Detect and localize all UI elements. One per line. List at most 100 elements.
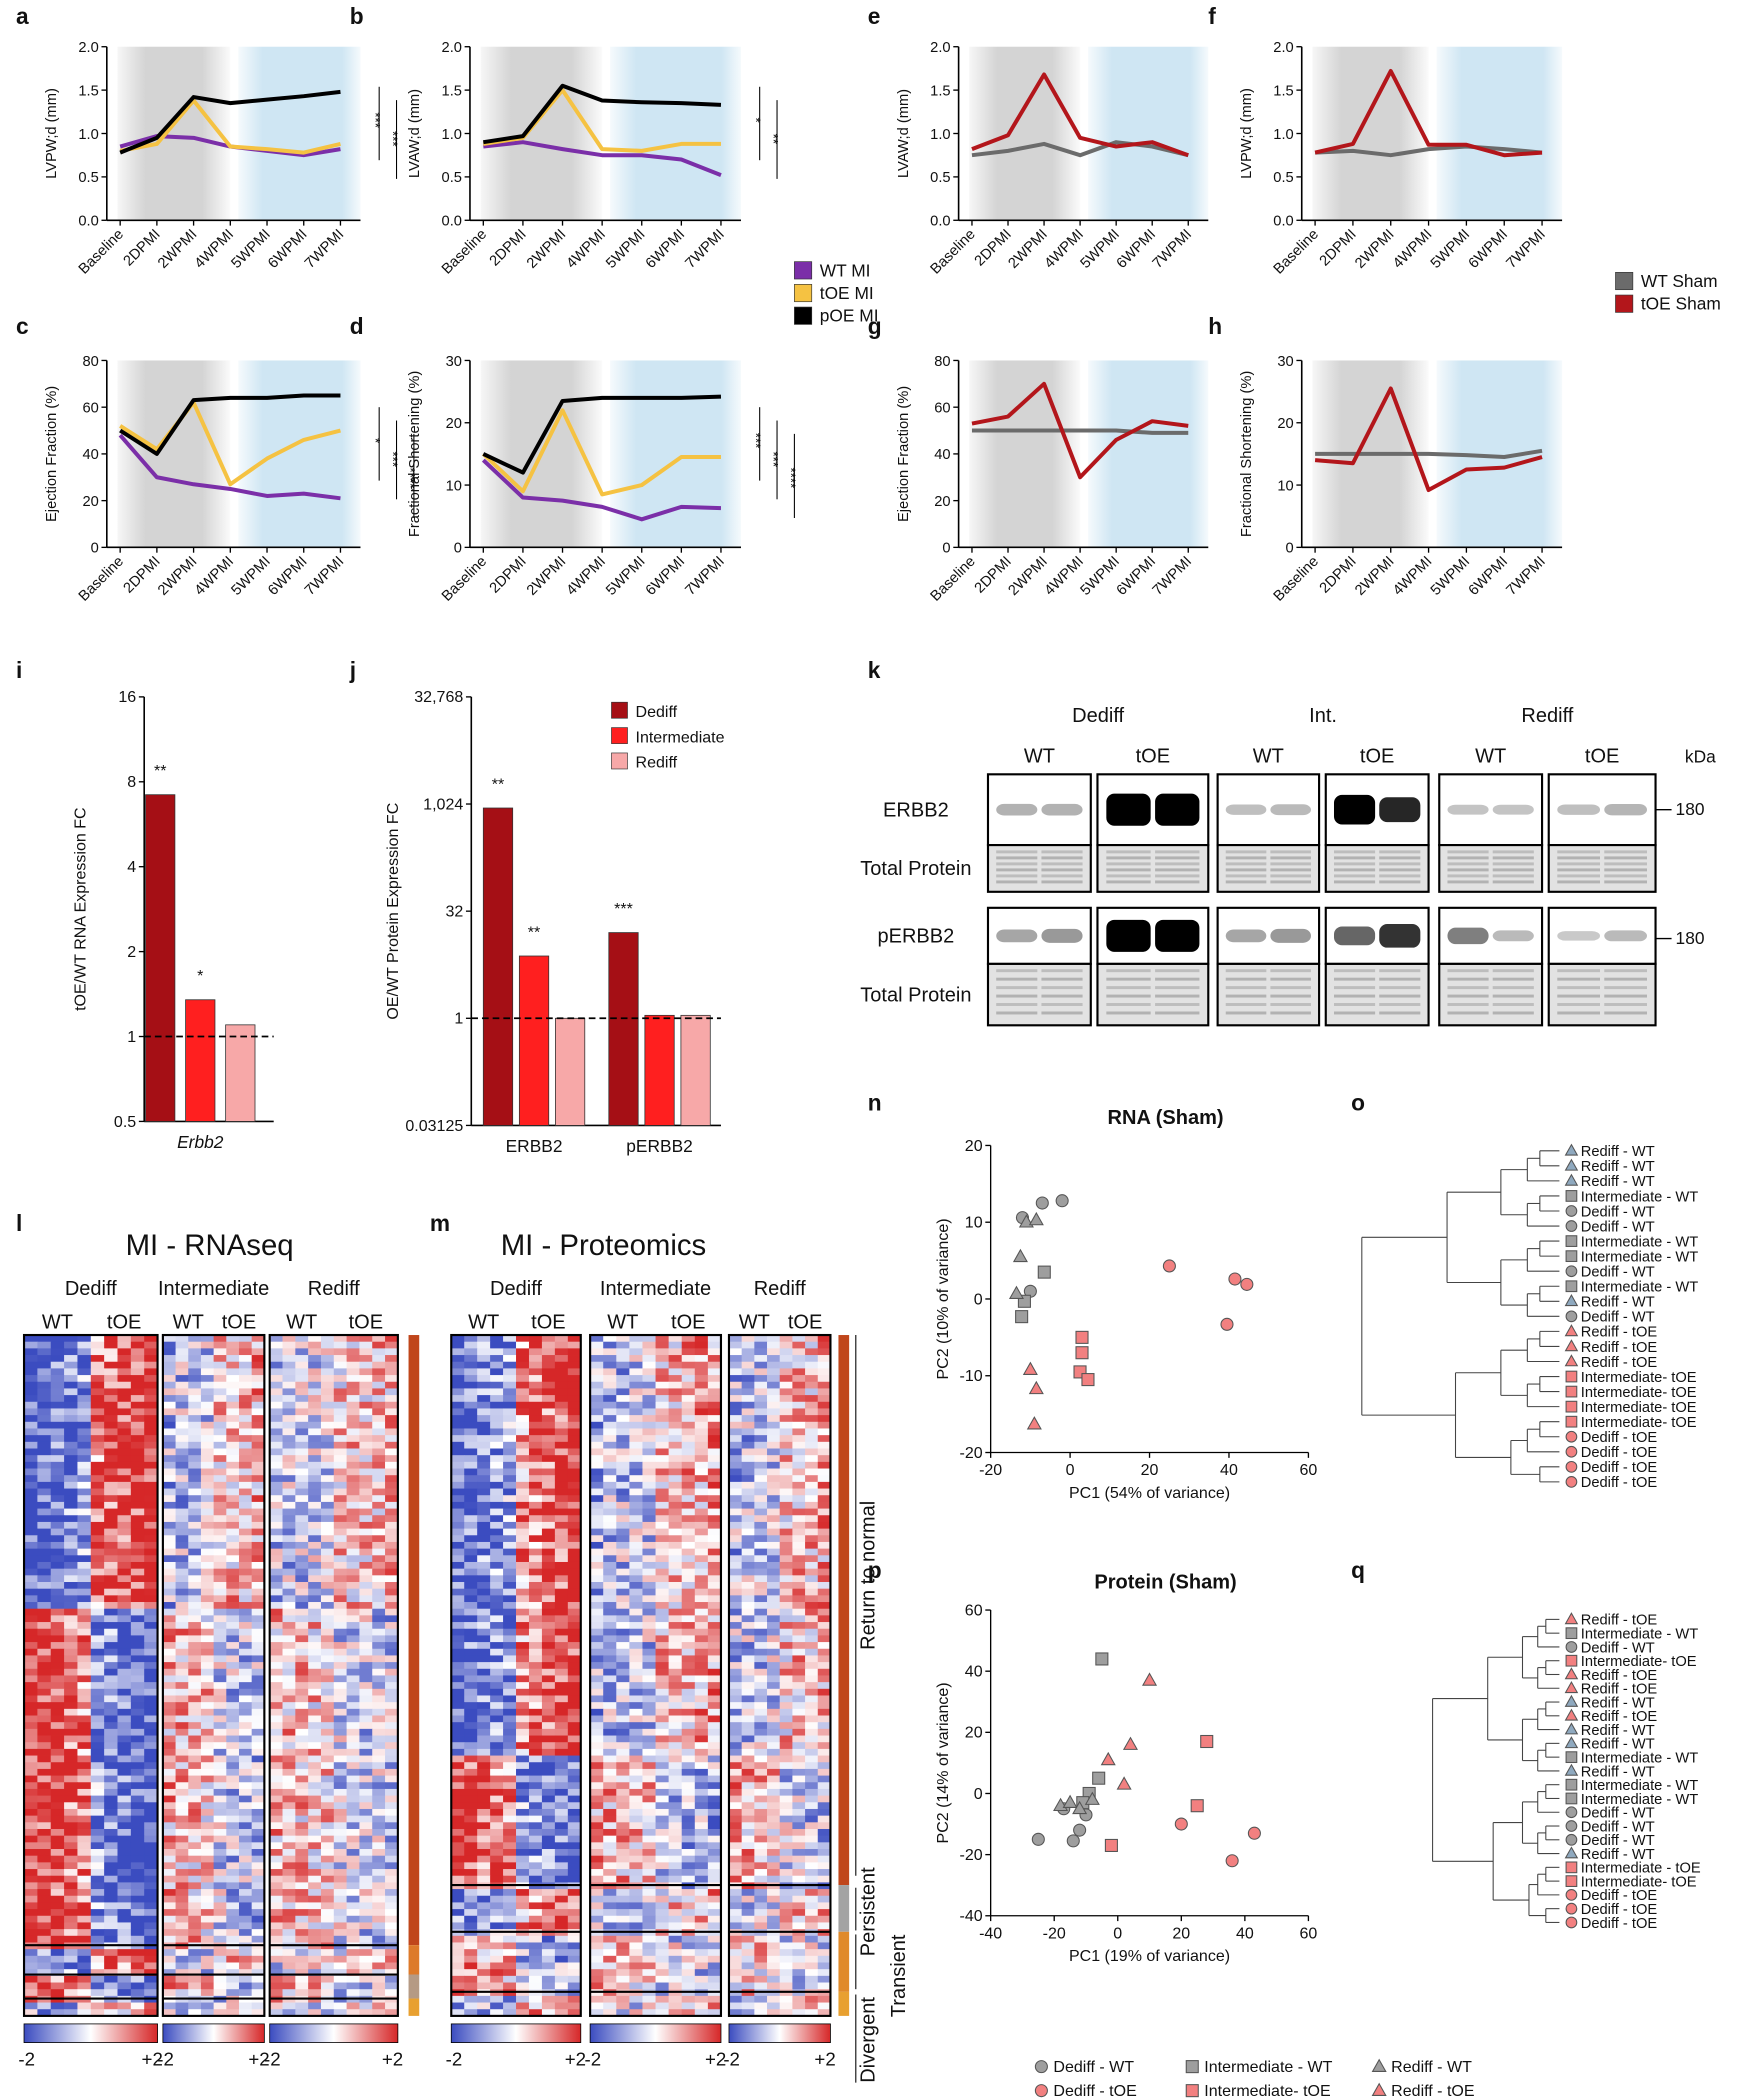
- heatmap-cell: [554, 1748, 569, 1756]
- heatmap-cell: [77, 1628, 92, 1636]
- heatmap-cell: [295, 1475, 309, 1483]
- heatmap-cell: [77, 1929, 92, 1937]
- heatmap-cell: [77, 1408, 92, 1416]
- heatmap-cell: [188, 1855, 202, 1863]
- heatmap-cell: [104, 1461, 118, 1469]
- legend-label: tOE Sham: [1641, 294, 1721, 314]
- heatmap-cell: [90, 1555, 105, 1563]
- blot-stripe: [1557, 856, 1601, 860]
- heatmap-cell: [188, 1401, 202, 1409]
- heatmap-cell: [346, 1401, 360, 1409]
- heatmap-cell: [603, 1435, 617, 1443]
- heatmap-cell: [554, 1441, 569, 1449]
- heatmap-cell: [372, 1742, 386, 1750]
- heatmap-cell: [295, 1849, 309, 1857]
- heatmap-cell: [251, 1682, 265, 1690]
- heatmap-cell: [541, 1889, 556, 1897]
- heatmap-cell: [238, 1962, 253, 1970]
- heatmap-cell: [50, 1381, 65, 1389]
- heatmap-cell: [629, 1468, 643, 1476]
- heatmap-cell: [503, 1688, 517, 1696]
- heatmap-cell: [372, 1909, 386, 1917]
- heatmap-cell: [694, 1415, 709, 1423]
- blot-stripe: [1447, 856, 1489, 860]
- heatmap-cell: [162, 1381, 176, 1389]
- heatmap-cell: [50, 1702, 65, 1710]
- heatmap-cell: [668, 1588, 683, 1596]
- heatmap-cell: [117, 1788, 132, 1797]
- heatmap-cell: [668, 1395, 683, 1403]
- heatmap-cell: [385, 1982, 399, 1990]
- heatmap-cell: [308, 1508, 322, 1516]
- heatmap-frame: [450, 1333, 582, 2017]
- heatmap-cell: [226, 1862, 240, 1870]
- heatmap-cell: [24, 1768, 38, 1776]
- heatmap-cell: [77, 1595, 92, 1603]
- scatter-point: [1026, 1416, 1042, 1430]
- heatmap-cell: [238, 1735, 253, 1743]
- y-tick-label: 0.5: [442, 170, 462, 186]
- heatmap-cell: [567, 1608, 582, 1616]
- heatmap-cell: [24, 1795, 38, 1803]
- heatmap-cell: [251, 1408, 265, 1416]
- heatmap-cell: [37, 1955, 52, 1963]
- heatmap-cell: [77, 1335, 92, 1343]
- heatmap-cell: [251, 1695, 265, 1703]
- heatmap-cell: [226, 1842, 240, 1850]
- heatmap-cell: [603, 1481, 617, 1489]
- heatmap-cell: [567, 1748, 582, 1756]
- heatmap-cell: [308, 1615, 322, 1623]
- heatmap-cell: [117, 1702, 132, 1710]
- heatmap-cell: [213, 1575, 227, 1583]
- heatmap-cell: [490, 1942, 504, 1950]
- heatmap-cell: [37, 1501, 52, 1509]
- heatmap-cell: [308, 1742, 322, 1750]
- heatmap-cell: [655, 1395, 670, 1403]
- heatmap-cell: [37, 1381, 52, 1389]
- heatmap-cell: [269, 1962, 283, 1970]
- heatmap-cell: [269, 1955, 283, 1963]
- heatmap-cell: [477, 1862, 491, 1870]
- heatmap-cell: [681, 1435, 696, 1443]
- heatmap-cell: [503, 1728, 517, 1736]
- heatmap-cell: [200, 1481, 215, 1489]
- heatmap-cell: [50, 1642, 65, 1650]
- heatmap-cell: [516, 1622, 530, 1630]
- heatmap-cell: [77, 1915, 92, 1923]
- heatmap-cell: [162, 1528, 176, 1536]
- heatmap-cell: [188, 2002, 202, 2010]
- heatmap-cell: [490, 1602, 504, 1610]
- heatmap-cell: [554, 1822, 569, 1830]
- heatmap-cell: [359, 1528, 373, 1536]
- heatmap-cell: [130, 1335, 145, 1343]
- heatmap-cell: [516, 1368, 530, 1376]
- heatmap-cell: [372, 1622, 386, 1630]
- heatmap-cell: [64, 1915, 78, 1923]
- heatmap-cell: [144, 1528, 158, 1536]
- heatmap-cell: [642, 1588, 656, 1596]
- heatmap-cell: [320, 1615, 335, 1623]
- heatmap-cell: [200, 1508, 215, 1516]
- blot-row-label: pERBB2: [877, 926, 954, 948]
- heatmap-cell: [541, 1515, 556, 1523]
- heatmap-cell: [554, 1555, 569, 1563]
- heatmap-cell: [175, 1842, 189, 1850]
- heatmap-cell: [372, 1435, 386, 1443]
- heatmap-cell: [269, 1889, 283, 1897]
- blot-stripe: [1447, 868, 1489, 872]
- heatmap-cell: [503, 1348, 517, 1356]
- heatmap-cell: [541, 1902, 556, 1910]
- heatmap-cell: [642, 1495, 656, 1503]
- heatmap-cell: [528, 1588, 543, 1596]
- heatmap-cell: [359, 1515, 373, 1523]
- heatmap-cell: [567, 1775, 582, 1783]
- heatmap-cell: [238, 1368, 253, 1376]
- heatmap-cell: [451, 1615, 465, 1623]
- heatmap-cell: [359, 1535, 373, 1543]
- heatmap-cell: [37, 1415, 52, 1423]
- heatmap-cell: [251, 1602, 265, 1610]
- heatmap-cell: [226, 1989, 240, 1997]
- heatmap-cell: [528, 1628, 543, 1636]
- heatmap-cell: [490, 1708, 504, 1716]
- heatmap-cell: [64, 1521, 78, 1530]
